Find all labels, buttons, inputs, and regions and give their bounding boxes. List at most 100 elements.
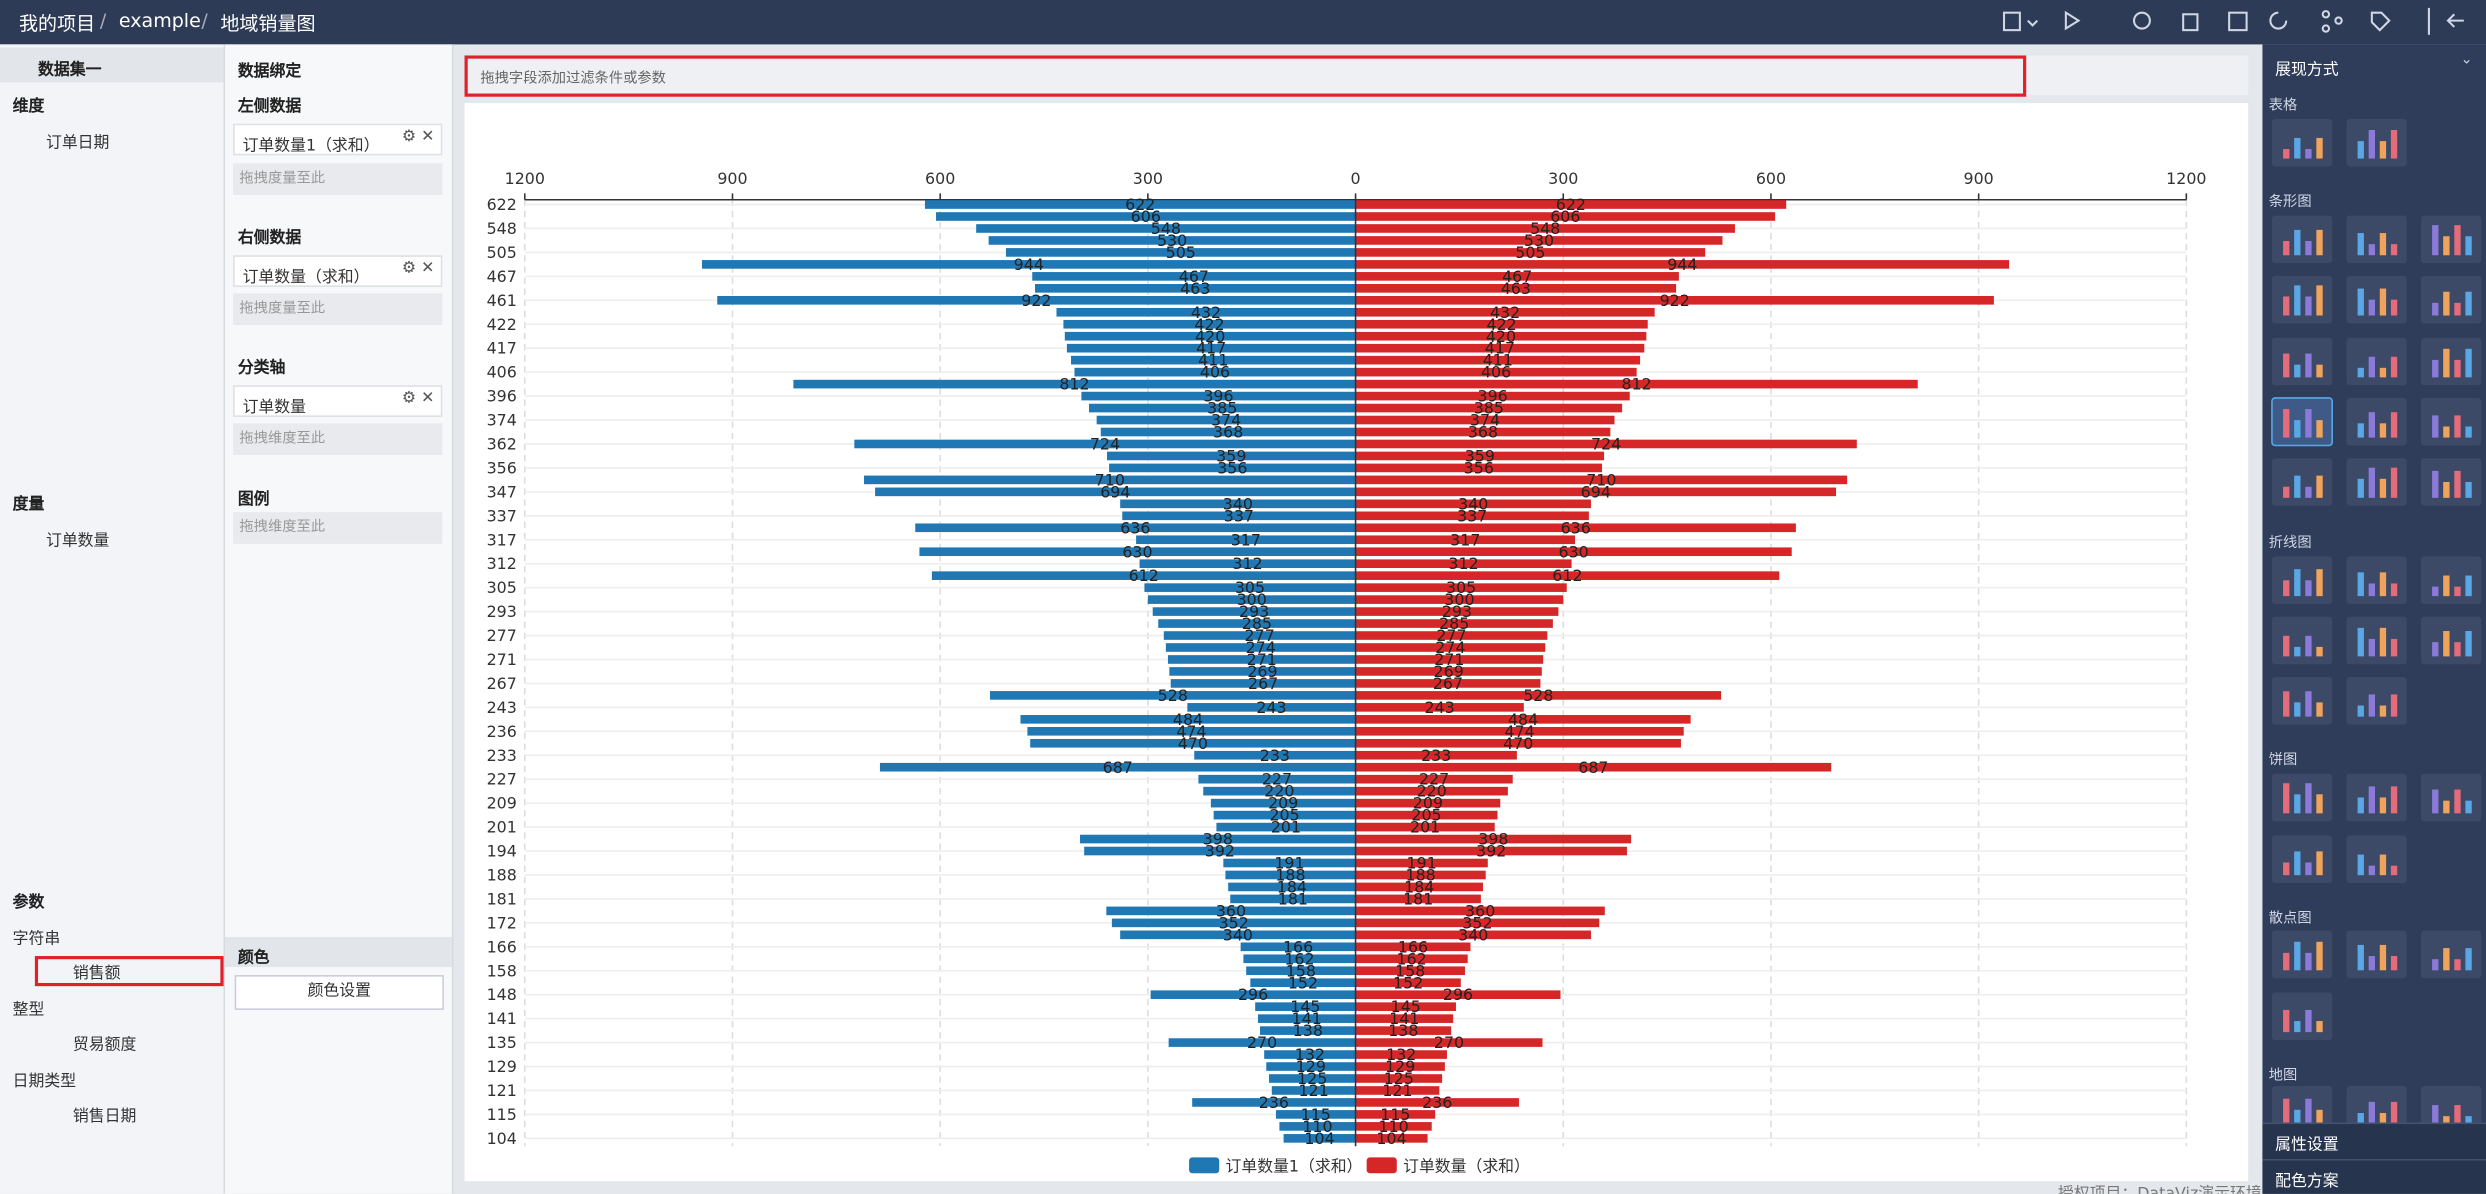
icon-bg [2420,215,2482,264]
color-button[interactable]: 颜色设置 [234,975,444,1010]
icon-glyph [2432,415,2439,438]
icon-glyph [2305,952,2312,971]
bar [1279,1122,1356,1131]
group-title: 表格 [2268,98,2298,115]
bar [1120,499,1356,509]
icon-glyph [2316,794,2323,814]
data-label: 243 [1425,698,1455,717]
data-label: 269 [1434,662,1464,681]
data-label: 269 [1247,662,1277,681]
field-chip[interactable]: 订单数量 ⚙ ✕ [233,385,443,417]
bar [1275,1110,1356,1119]
param[interactable]: 销售额 [72,965,121,983]
bar [1355,295,1994,305]
y-tick-label: 337 [487,506,517,525]
data-label: 138 [1293,1021,1323,1040]
breadcrumb-item[interactable]: example [118,9,201,32]
data-label: 166 [1398,937,1428,956]
highlight-box [464,55,2027,97]
bar [1355,667,1542,676]
data-label: 337 [1457,506,1487,525]
bar [1269,1074,1356,1083]
y-tick-label: 158 [487,961,517,980]
bar [1355,978,1461,988]
data-label: 630 [1122,542,1152,561]
icon-glyph [2443,1116,2450,1123]
bar [1283,1134,1356,1143]
y-tick-label: 396 [487,387,517,406]
icon-glyph [2443,291,2450,316]
icon-glyph [2390,356,2398,378]
filter-bar[interactable] [464,55,2249,96]
bar [1355,463,1603,473]
field[interactable]: 订单日期 [45,134,110,153]
color-scheme-row[interactable] [2262,1158,2486,1194]
remove-icon[interactable]: ⚙ ✕ [401,390,435,408]
y-tick-label: 362 [487,435,517,454]
drop-zone[interactable]: 拖拽度量至此 [233,293,443,326]
bar [1255,1002,1356,1011]
data-label: 201 [1410,818,1440,837]
icon-glyph [2465,236,2472,256]
data-label: 694 [1581,482,1611,501]
data-label: 463 [1180,279,1210,298]
data-label: 340 [1223,925,1253,944]
icon-glyph [2316,941,2323,971]
data-label: 356 [1464,458,1494,477]
x-tick-label: 300 [1548,169,1578,188]
drop-zone[interactable]: 拖拽度量至此 [233,163,443,196]
dataset-name[interactable]: 数据集一 [38,61,102,80]
bar [1355,571,1780,580]
field-chip[interactable]: 订单数量（求和） ⚙ ✕ [233,255,443,287]
bar [1355,307,1655,317]
icon-bg [2346,215,2407,264]
bar [1089,403,1356,413]
data-label: 636 [1561,518,1591,537]
field[interactable]: 订单数量 [45,532,110,551]
icon-glyph [2283,580,2290,597]
icon-glyph [2305,409,2312,438]
bar [1355,691,1722,700]
bar [1257,1014,1356,1023]
icon-glyph [2465,291,2472,316]
section-title: 维度 [12,98,45,116]
param[interactable]: 销售日期 [72,1108,137,1126]
icon-bg [2420,773,2482,822]
chevron[interactable]: ⌄ [2460,52,2473,69]
icon-glyph [2283,783,2290,814]
icon-bg [2346,118,2407,167]
data-label: 467 [1179,267,1209,286]
bar [919,547,1356,557]
bar [1071,355,1356,365]
remove-icon[interactable]: ⚙ ✕ [401,260,435,278]
data-label: 191 [1274,854,1304,873]
icon-glyph [2390,583,2398,597]
bar [1355,379,1918,389]
x-tick-label: 1200 [505,169,545,188]
icon-glyph [2432,642,2439,657]
drop-zone[interactable]: 拖拽维度至此 [233,512,443,544]
chart-type-icons[interactable] [2262,44,2486,1123]
bar [1355,726,1684,736]
data-label: 162 [1284,949,1314,968]
toolbar-icons[interactable] [1990,0,2486,44]
remove-icon[interactable]: ⚙ ✕ [401,128,435,146]
drop-zone[interactable]: 拖拽维度至此 [233,423,443,456]
top-bar: 我的项目 / example / 地域销量图 [0,0,2486,45]
y-tick-label: 227 [487,770,517,789]
panel-title: 数据绑定 [237,63,302,81]
bar [1170,679,1356,688]
field-chip[interactable]: 订单数量1（求和） ⚙ ✕ [233,123,443,156]
bar [1355,715,1691,724]
param[interactable]: 贸易额度 [72,1036,137,1055]
icon-glyph [2379,797,2387,814]
bar [1355,451,1605,461]
icon-glyph [2283,353,2290,378]
breadcrumb-item[interactable]: 我的项目 [19,12,96,35]
icon-glyph [2454,586,2461,597]
property-row[interactable] [2262,1122,2486,1159]
y-tick-label: 141 [487,1009,517,1028]
data-label: 300 [1237,590,1267,609]
bar [1355,212,1776,221]
icon-glyph [2432,225,2439,256]
